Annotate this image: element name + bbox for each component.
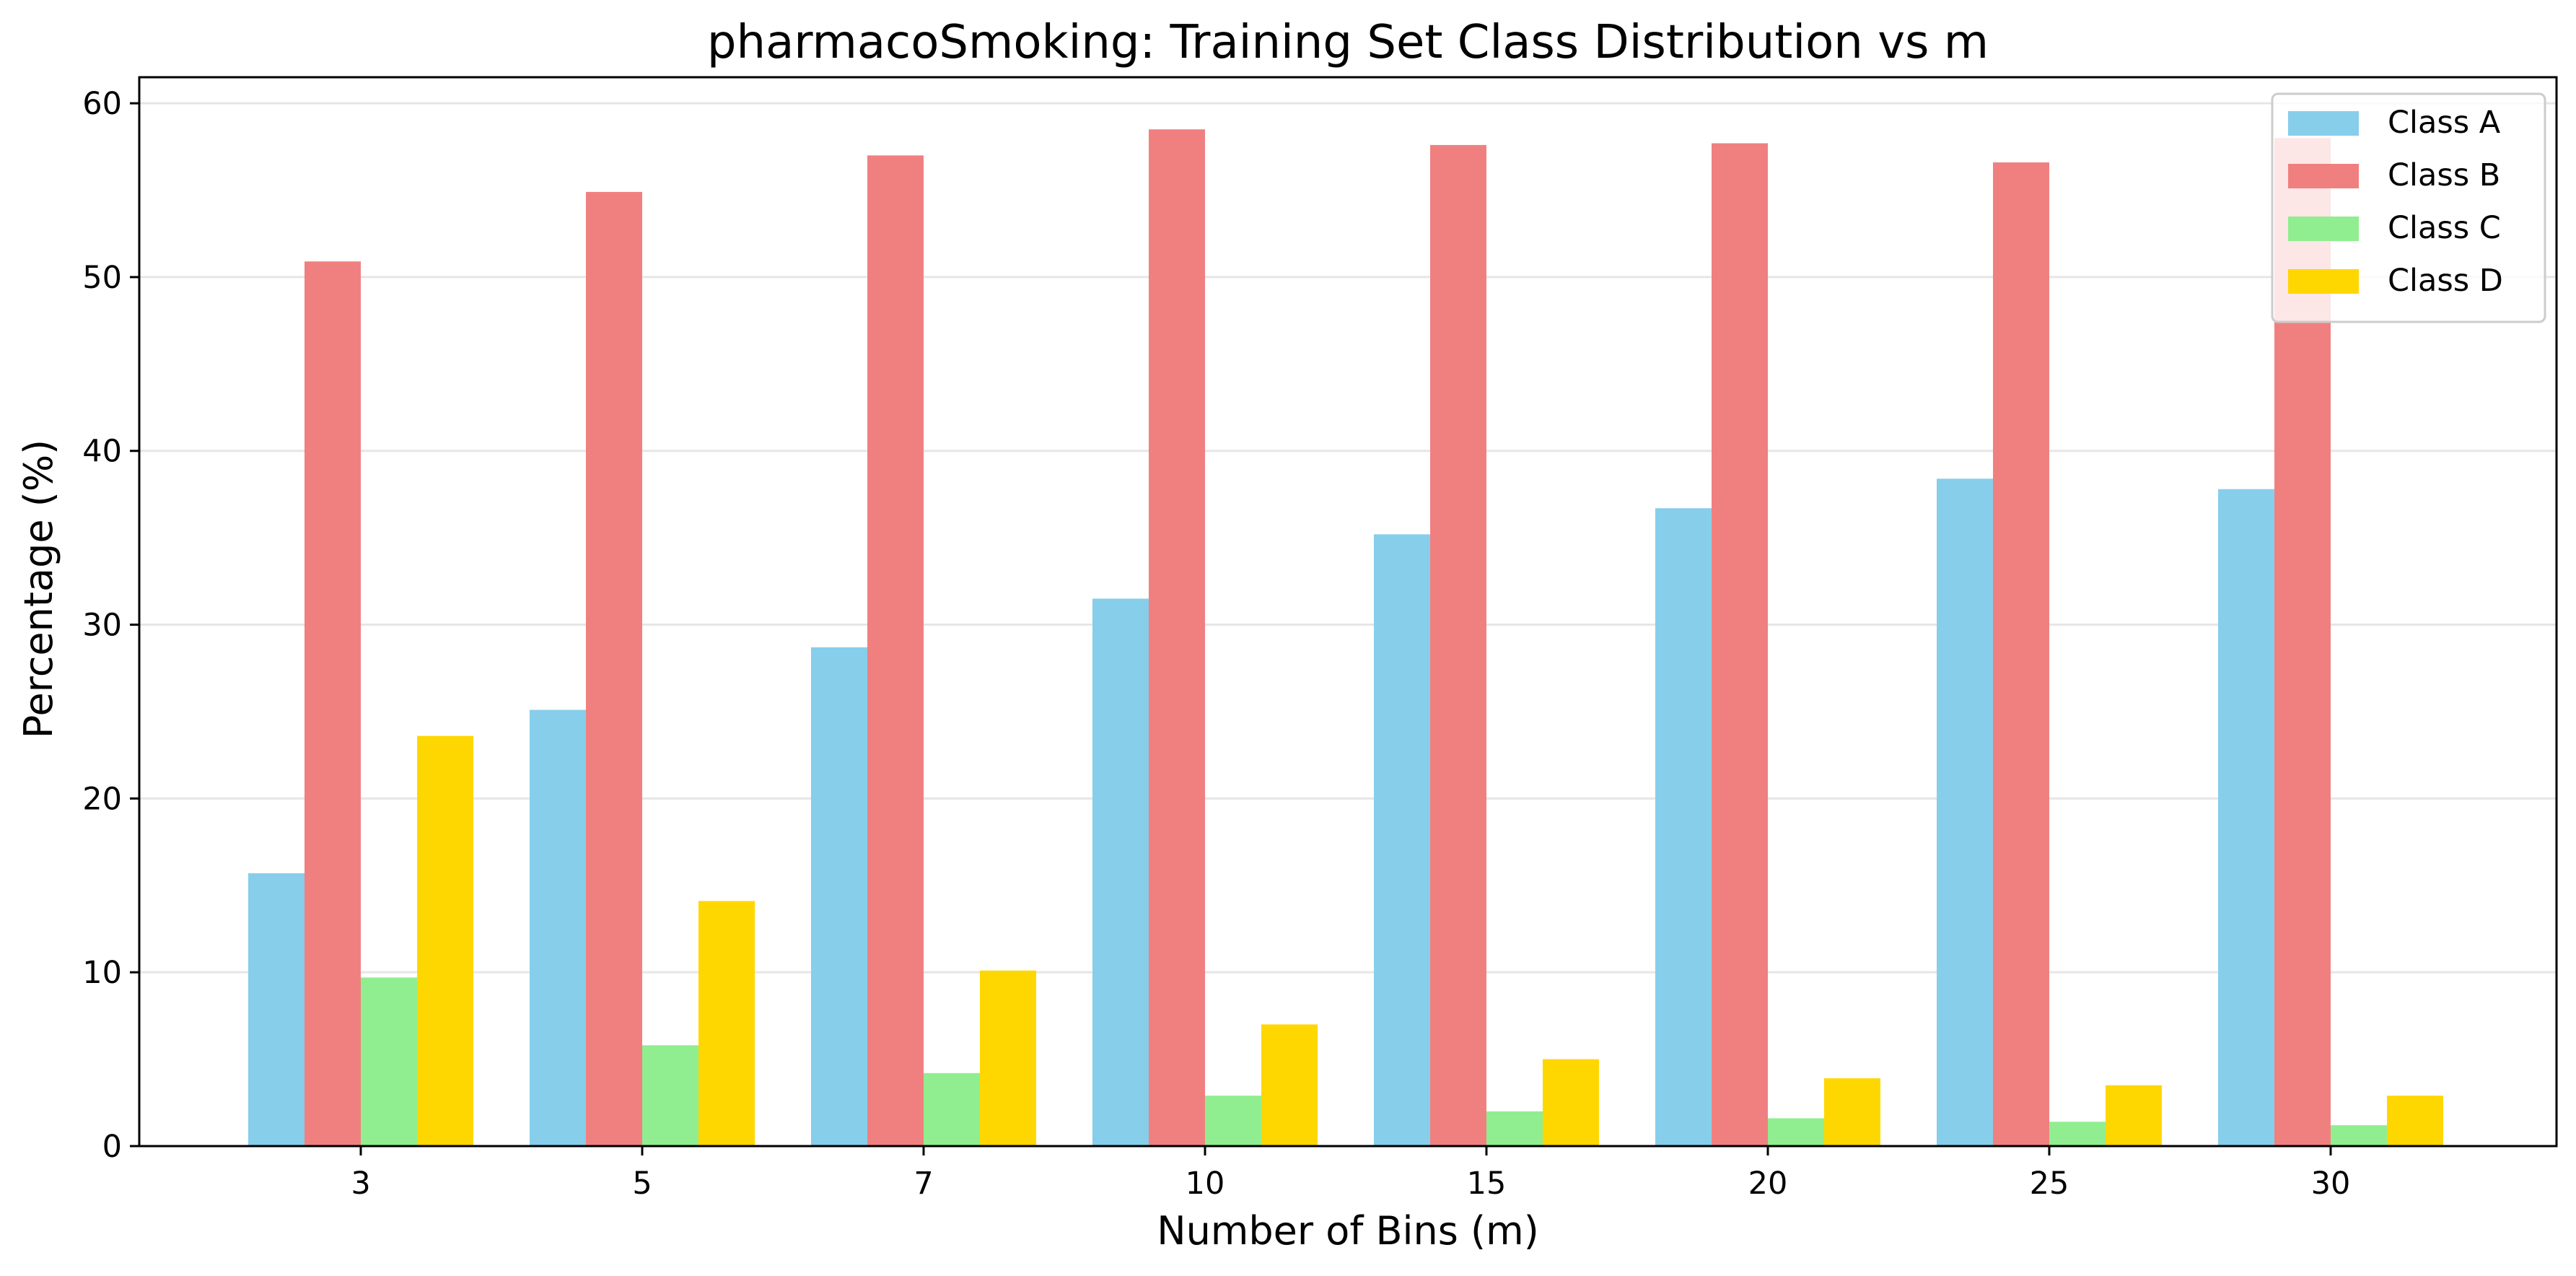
bar-class-b-7 (867, 155, 924, 1147)
bar-class-c-20 (1768, 1118, 1824, 1146)
bar-class-c-30 (2331, 1125, 2387, 1146)
bar-class-c-7 (924, 1072, 980, 1146)
bar-class-a-30 (2218, 489, 2274, 1146)
legend-frame (2271, 92, 2546, 323)
bar-class-a-15 (1374, 534, 1430, 1146)
legend-label: Class B (2388, 157, 2500, 193)
bar-class-a-5 (530, 709, 586, 1146)
legend-label: Class C (2388, 210, 2501, 246)
y-tick-label: 60 (82, 86, 122, 122)
y-tick-label: 20 (82, 781, 122, 817)
y-tick-label: 0 (102, 1129, 122, 1165)
bar-class-d-3 (417, 735, 473, 1146)
bar-class-d-7 (980, 970, 1036, 1146)
bar-class-b-20 (1712, 143, 1768, 1147)
bars (248, 129, 2443, 1147)
bar-class-b-3 (305, 261, 361, 1147)
legend-swatch (2288, 111, 2359, 136)
x-tick-label: 25 (2030, 1166, 2069, 1202)
x-tick-label: 15 (1467, 1166, 1507, 1202)
bar-class-b-5 (586, 191, 642, 1147)
bar-class-d-30 (2387, 1096, 2443, 1146)
y-tick-label: 30 (82, 608, 122, 644)
bar-class-a-20 (1655, 508, 1712, 1146)
bar-class-d-5 (698, 901, 755, 1146)
bar-class-d-20 (1824, 1078, 1880, 1146)
legend: Class A Class B Class C Class D (2271, 92, 2546, 323)
bar-class-b-25 (1993, 162, 2049, 1146)
y-axis-ticks: 0 10 20 30 40 50 60 (82, 86, 139, 1165)
bar-class-d-10 (1261, 1024, 1318, 1146)
bar-class-c-5 (642, 1045, 698, 1146)
chart-title: pharmacoSmoking: Training Set Class Dist… (707, 16, 1989, 69)
bar-class-b-10 (1149, 129, 1205, 1146)
legend-swatch (2288, 269, 2359, 294)
bar-class-c-3 (361, 977, 417, 1146)
bar-class-a-10 (1092, 598, 1149, 1146)
x-axis-ticks: 3 5 7 10 15 20 25 30 (351, 1146, 2350, 1202)
bar-class-b-15 (1430, 144, 1486, 1146)
y-tick-label: 10 (82, 955, 122, 991)
plot-frame (138, 76, 2558, 1148)
x-axis-label: Number of Bins (m) (1157, 1208, 1539, 1254)
bar-class-c-15 (1486, 1111, 1543, 1146)
x-tick-label: 5 (632, 1166, 652, 1202)
bar-class-d-25 (2106, 1085, 2162, 1146)
bar-class-d-15 (1543, 1059, 1599, 1146)
y-tick-label: 50 (82, 260, 122, 296)
bar-class-a-25 (1937, 478, 1993, 1146)
bar-class-a-7 (811, 647, 867, 1146)
x-tick-label: 30 (2311, 1166, 2351, 1202)
legend-label: Class A (2388, 105, 2501, 141)
x-tick-label: 10 (1186, 1166, 1225, 1202)
legend-label: Class D (2388, 263, 2503, 299)
bar-class-c-10 (1205, 1096, 1261, 1146)
y-tick-label: 40 (82, 434, 122, 470)
x-tick-label: 3 (351, 1166, 370, 1202)
bar-class-a-3 (248, 873, 305, 1146)
bar-class-c-25 (2049, 1122, 2106, 1146)
legend-swatch (2288, 164, 2359, 188)
legend-swatch (2288, 217, 2359, 241)
x-tick-label: 7 (914, 1166, 933, 1202)
y-axis-label: Percentage (%) (16, 440, 61, 738)
x-tick-label: 20 (1748, 1166, 1788, 1202)
